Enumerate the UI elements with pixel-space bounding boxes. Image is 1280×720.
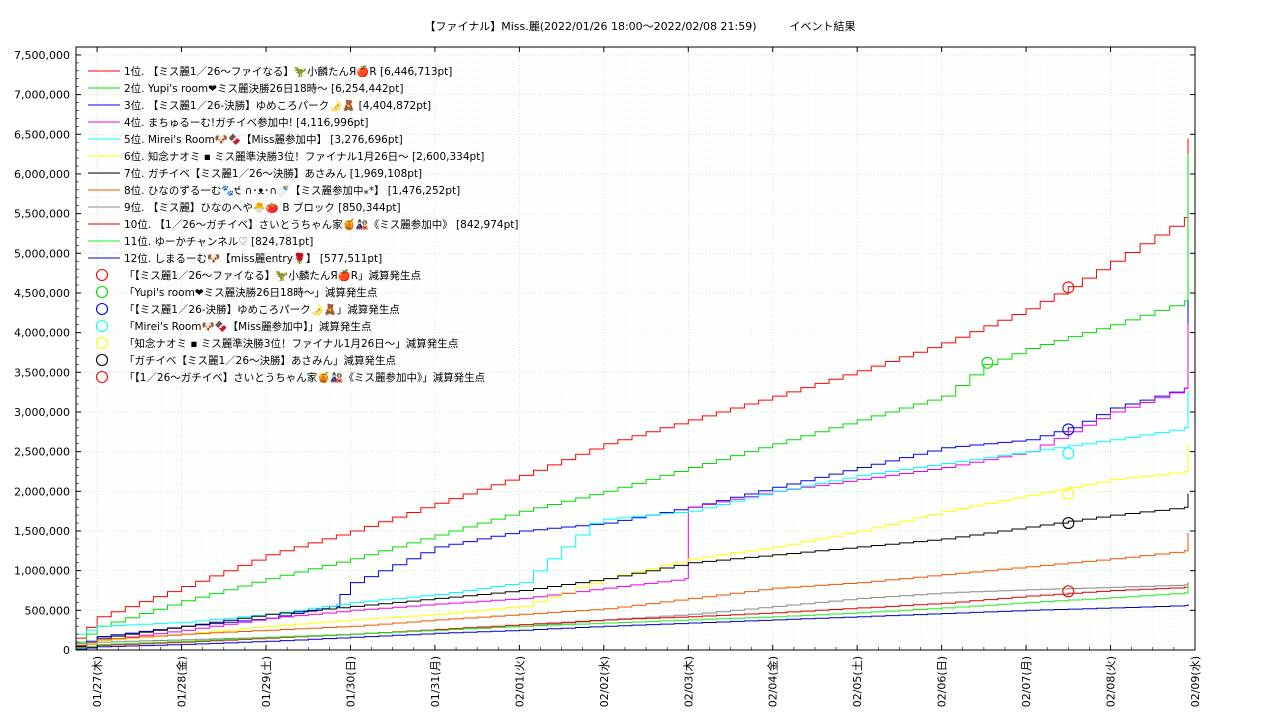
x-tick-label: 02/01(火) bbox=[513, 656, 526, 707]
legend-entry-10: 10位. 【1／26〜ガチイベ】さいとうちゃん家🍯🎎《ミス麗参加中》 [842,… bbox=[124, 218, 518, 231]
legend-marker-entry-7: 「【1／26〜ガチイベ】さいとうちゃん家🍯🎎《ミス麗参加中》」減算発生点 bbox=[124, 371, 485, 384]
y-tick-label: 500,000 bbox=[25, 604, 71, 617]
y-tick-label: 4,500,000 bbox=[14, 287, 70, 300]
legend-entry-4: 4位. まちゅるーむ!ガチイベ参加中! [4,116,996pt] bbox=[124, 116, 369, 129]
series-line-10 bbox=[76, 583, 1189, 650]
y-tick-label: 4,000,000 bbox=[14, 327, 70, 340]
y-tick-label: 6,500,000 bbox=[14, 128, 70, 141]
grid bbox=[76, 47, 1196, 650]
legend-marker-entry-1: 「【ミス麗1／26〜ファイなる】🦖小麟たんЯ🍎R」減算発生点 bbox=[124, 269, 421, 282]
legend-marker-swatch bbox=[95, 353, 109, 367]
drop-marker-2 bbox=[981, 356, 994, 369]
legend-marker-swatch bbox=[95, 268, 109, 282]
y-tick-label: 3,500,000 bbox=[14, 366, 70, 379]
x-tick-label: 01/30(日) bbox=[344, 656, 357, 707]
y-tick-label: 7,500,000 bbox=[14, 49, 70, 62]
y-tick-label: 0 bbox=[63, 644, 70, 657]
x-tick-label: 02/07(月) bbox=[1020, 656, 1033, 707]
x-tick-label: 01/28(金) bbox=[175, 656, 189, 707]
series-line-2 bbox=[76, 153, 1189, 643]
series-lines bbox=[76, 138, 1189, 650]
legend-entry-3: 3位. 【ミス麗1／26-決勝】ゆめころパーク🌛🧸 [4,404,872pt] bbox=[124, 99, 431, 112]
legend-marker-entry-6: 「ガチイベ【ミス麗1／26〜決勝】あさみん」減算発生点 bbox=[124, 354, 396, 367]
x-tick-label: 02/08(火) bbox=[1105, 656, 1118, 707]
series-line-11 bbox=[76, 584, 1189, 649]
y-tick-label: 5,500,000 bbox=[14, 208, 70, 221]
drop-marker-6 bbox=[1062, 517, 1075, 530]
legend-marker-swatch bbox=[95, 285, 109, 299]
legend-entry-5: 5位. Mirei's Room🐶🍫【Miss麗参加中】 [3,276,696p… bbox=[124, 133, 403, 146]
x-tick-label: 02/06(日) bbox=[936, 656, 949, 707]
drop-marker-5 bbox=[1062, 487, 1075, 500]
x-tick-label: 02/09(水) bbox=[1189, 656, 1202, 707]
legend-entry-9: 9位. 【ミス麗】ひなのへや🐣🍅 B ブロック [850,344pt] bbox=[124, 201, 401, 214]
legend-entry-6: 6位. 知念ナオミ ▪ ミス麗準決勝3位！ファイナル1月26日〜 [2,600,… bbox=[124, 150, 484, 163]
legend-entry-2: 2位. Yupi's room❤ミス麗決勝26日18時〜 [6,254,442p… bbox=[124, 82, 403, 95]
series-line-8 bbox=[76, 532, 1189, 646]
drop-marker-7 bbox=[1062, 585, 1075, 598]
legend-marker-entry-4: 「Mirei's Room🐶🍫【Miss麗参加中】」減算発生点 bbox=[124, 320, 371, 333]
legend-entry-12: 12位. しまるーむ🐶【miss麗entry🌹】 [577,511pt] bbox=[124, 252, 382, 265]
series-line-5 bbox=[76, 390, 1189, 635]
y-tick-label: 5,000,000 bbox=[14, 247, 70, 260]
series-line-4 bbox=[76, 323, 1189, 649]
x-tick-label: 02/03(木) bbox=[682, 656, 695, 707]
legend-marker-entry-2: 「Yupi's room❤ミス麗決勝26日18時〜」減算発生点 bbox=[124, 286, 377, 299]
series-line-1 bbox=[76, 138, 1189, 639]
legend-marker-entry-5: 「知念ナオミ ▪ ミス麗準決勝3位！ファイナル1月26日〜」減算発生点 bbox=[124, 337, 458, 350]
x-tick-label: 02/05(土) bbox=[851, 656, 864, 707]
series-line-7 bbox=[76, 493, 1189, 648]
legend-entry-8: 8位. ひなのずる一む🐾੯ ∩･ᴥ･∩🍼【ミス麗参加中⁎*】 [1,476,25… bbox=[124, 184, 460, 197]
y-tick-label: 7,000,000 bbox=[14, 89, 70, 102]
drop-marker-4 bbox=[1062, 447, 1075, 460]
drop-marker-3 bbox=[1062, 423, 1075, 436]
legend-marker-entry-3: 「【ミス麗1／26-決勝】ゆめころパーク🌛🧸」減算発生点 bbox=[124, 303, 400, 316]
legend-entry-1: 1位. 【ミス麗1／26〜ファイなる】🦖小麟たんЯ🍎R [6,446,713pt… bbox=[124, 65, 452, 78]
x-tick-label: 01/29(土) bbox=[260, 656, 273, 707]
legend-entry-11: 11位. ゆーかチャンネル♡ [824,781pt] bbox=[124, 235, 313, 248]
series-line-6 bbox=[76, 443, 1189, 649]
x-tick-label: 02/02(水) bbox=[598, 656, 611, 707]
y-tick-label: 1,000,000 bbox=[14, 565, 70, 578]
legend-marker-swatch bbox=[95, 370, 109, 384]
drop-markers bbox=[981, 281, 1075, 598]
legend-marker-swatch bbox=[95, 336, 109, 350]
drop-marker-1 bbox=[1062, 281, 1075, 294]
chart-title: 【ファイナル】Miss.麗(2022/01/26 18:00～2022/02/0… bbox=[424, 20, 856, 33]
y-tick-label: 2,500,000 bbox=[14, 446, 70, 459]
y-tick-label: 1,500,000 bbox=[14, 525, 70, 538]
x-tick-label: 01/31(月) bbox=[429, 656, 442, 707]
series-line-9 bbox=[76, 582, 1189, 645]
y-tick-label: 3,000,000 bbox=[14, 406, 70, 419]
legend: 1位. 【ミス麗1／26〜ファイなる】🦖小麟たんЯ🍎R [6,446,713pt… bbox=[88, 65, 518, 384]
legend-marker-swatch bbox=[95, 302, 109, 316]
series-line-12 bbox=[76, 604, 1189, 650]
x-tick-label: 02/04(金) bbox=[766, 656, 780, 707]
series-line-3 bbox=[76, 300, 1189, 647]
legend-marker-swatch bbox=[95, 319, 109, 333]
axes: 0 500,000 1,000,000 1,500,000 2,000,000 2,500… bbox=[14, 47, 1202, 707]
y-tick-label: 2,000,000 bbox=[14, 485, 70, 498]
x-tick-label: 01/27(木) bbox=[91, 656, 104, 707]
y-tick-label: 6,000,000 bbox=[14, 168, 70, 181]
legend-entry-7: 7位. ガチイベ【ミス麗1／26〜決勝】あさみん [1,969,108pt] bbox=[124, 167, 422, 180]
